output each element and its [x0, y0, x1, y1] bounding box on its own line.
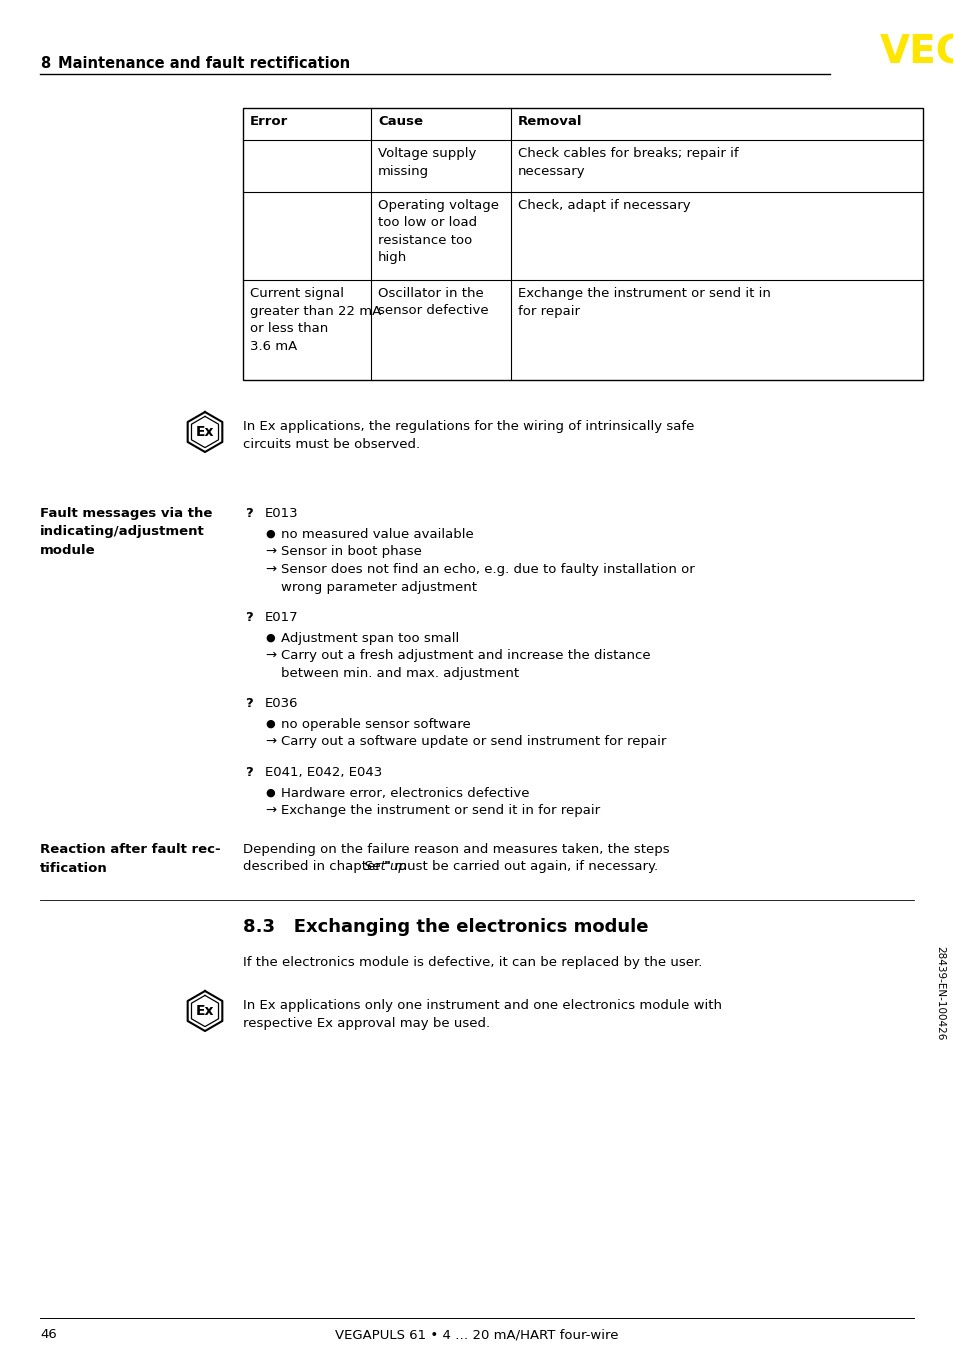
Bar	[243, 108, 923, 380]
Text: Error: Error	[250, 115, 288, 129]
Text: ●: ●	[265, 719, 274, 728]
Text: ?: ?	[245, 766, 253, 779]
Text: Voltage supply
missing: Voltage supply missing	[377, 148, 476, 177]
Text: Carry out a fresh adjustment and increase the distance
between min. and max. adj: Carry out a fresh adjustment and increas…	[281, 649, 650, 680]
Text: Carry out a software update or send instrument for repair: Carry out a software update or send inst…	[281, 735, 666, 747]
Text: Sensor in boot phase: Sensor in boot phase	[281, 546, 421, 558]
Text: Check, adapt if necessary: Check, adapt if necessary	[517, 199, 690, 213]
Text: ●: ●	[265, 788, 274, 798]
Text: " must be carried out again, if necessary.: " must be carried out again, if necessar…	[383, 860, 658, 873]
Text: 8.3   Exchanging the electronics module: 8.3 Exchanging the electronics module	[243, 918, 648, 936]
Text: 8: 8	[40, 56, 51, 70]
Text: Oscillator in the
sensor defective: Oscillator in the sensor defective	[377, 287, 488, 317]
Text: →: →	[265, 649, 275, 662]
Text: Ex: Ex	[195, 1005, 214, 1018]
Text: Sensor does not find an echo, e.g. due to faulty installation or
wrong parameter: Sensor does not find an echo, e.g. due t…	[281, 563, 694, 593]
Text: Maintenance and fault rectification: Maintenance and fault rectification	[58, 56, 350, 70]
Text: If the electronics module is defective, it can be replaced by the user.: If the electronics module is defective, …	[243, 956, 701, 969]
Text: Check cables for breaks; repair if
necessary: Check cables for breaks; repair if neces…	[517, 148, 738, 177]
Text: Exchange the instrument or send it in for repair: Exchange the instrument or send it in fo…	[281, 804, 599, 816]
Text: Fault messages via the
indicating/adjustment
module: Fault messages via the indicating/adjust…	[40, 506, 213, 556]
Text: no measured value available: no measured value available	[281, 528, 474, 542]
Text: E036: E036	[265, 697, 298, 709]
Text: 28439-EN-100426: 28439-EN-100426	[934, 946, 944, 1041]
Text: Operating voltage
too low or load
resistance too
high: Operating voltage too low or load resist…	[377, 199, 498, 264]
Text: E013: E013	[265, 506, 298, 520]
Text: →: →	[265, 546, 275, 558]
Text: E017: E017	[265, 611, 298, 624]
Text: ●: ●	[265, 529, 274, 539]
Text: no operable sensor software: no operable sensor software	[281, 718, 470, 731]
Text: Depending on the failure reason and measures taken, the steps: Depending on the failure reason and meas…	[243, 844, 669, 856]
Text: →: →	[265, 804, 275, 816]
Text: ?: ?	[245, 611, 253, 624]
Text: Ex: Ex	[195, 425, 214, 439]
Text: VEGA: VEGA	[879, 34, 953, 72]
Text: E041, E042, E043: E041, E042, E043	[265, 766, 382, 779]
Text: Exchange the instrument or send it in
for repair: Exchange the instrument or send it in fo…	[517, 287, 770, 317]
Text: 46: 46	[40, 1328, 56, 1340]
Text: described in chapter ": described in chapter "	[243, 860, 391, 873]
Text: Hardware error, electronics defective: Hardware error, electronics defective	[281, 787, 529, 800]
Text: ?: ?	[245, 506, 253, 520]
Text: Adjustment span too small: Adjustment span too small	[281, 632, 458, 645]
Text: In Ex applications only one instrument and one electronics module with
respectiv: In Ex applications only one instrument a…	[243, 999, 721, 1030]
Text: →: →	[265, 563, 275, 575]
Text: ?: ?	[245, 697, 253, 709]
Text: VEGAPULS 61 • 4 … 20 mA/HART four-wire: VEGAPULS 61 • 4 … 20 mA/HART four-wire	[335, 1328, 618, 1340]
Text: Removal: Removal	[517, 115, 582, 129]
Text: ●: ●	[265, 634, 274, 643]
Text: Current signal
greater than 22 mA
or less than
3.6 mA: Current signal greater than 22 mA or les…	[250, 287, 381, 352]
Text: Reaction after fault rec-
tification: Reaction after fault rec- tification	[40, 844, 220, 875]
Text: In Ex applications, the regulations for the wiring of intrinsically safe
circuit: In Ex applications, the regulations for …	[243, 420, 694, 451]
Text: Cause: Cause	[377, 115, 422, 129]
Text: →: →	[265, 735, 275, 747]
Text: Set up: Set up	[363, 860, 406, 873]
